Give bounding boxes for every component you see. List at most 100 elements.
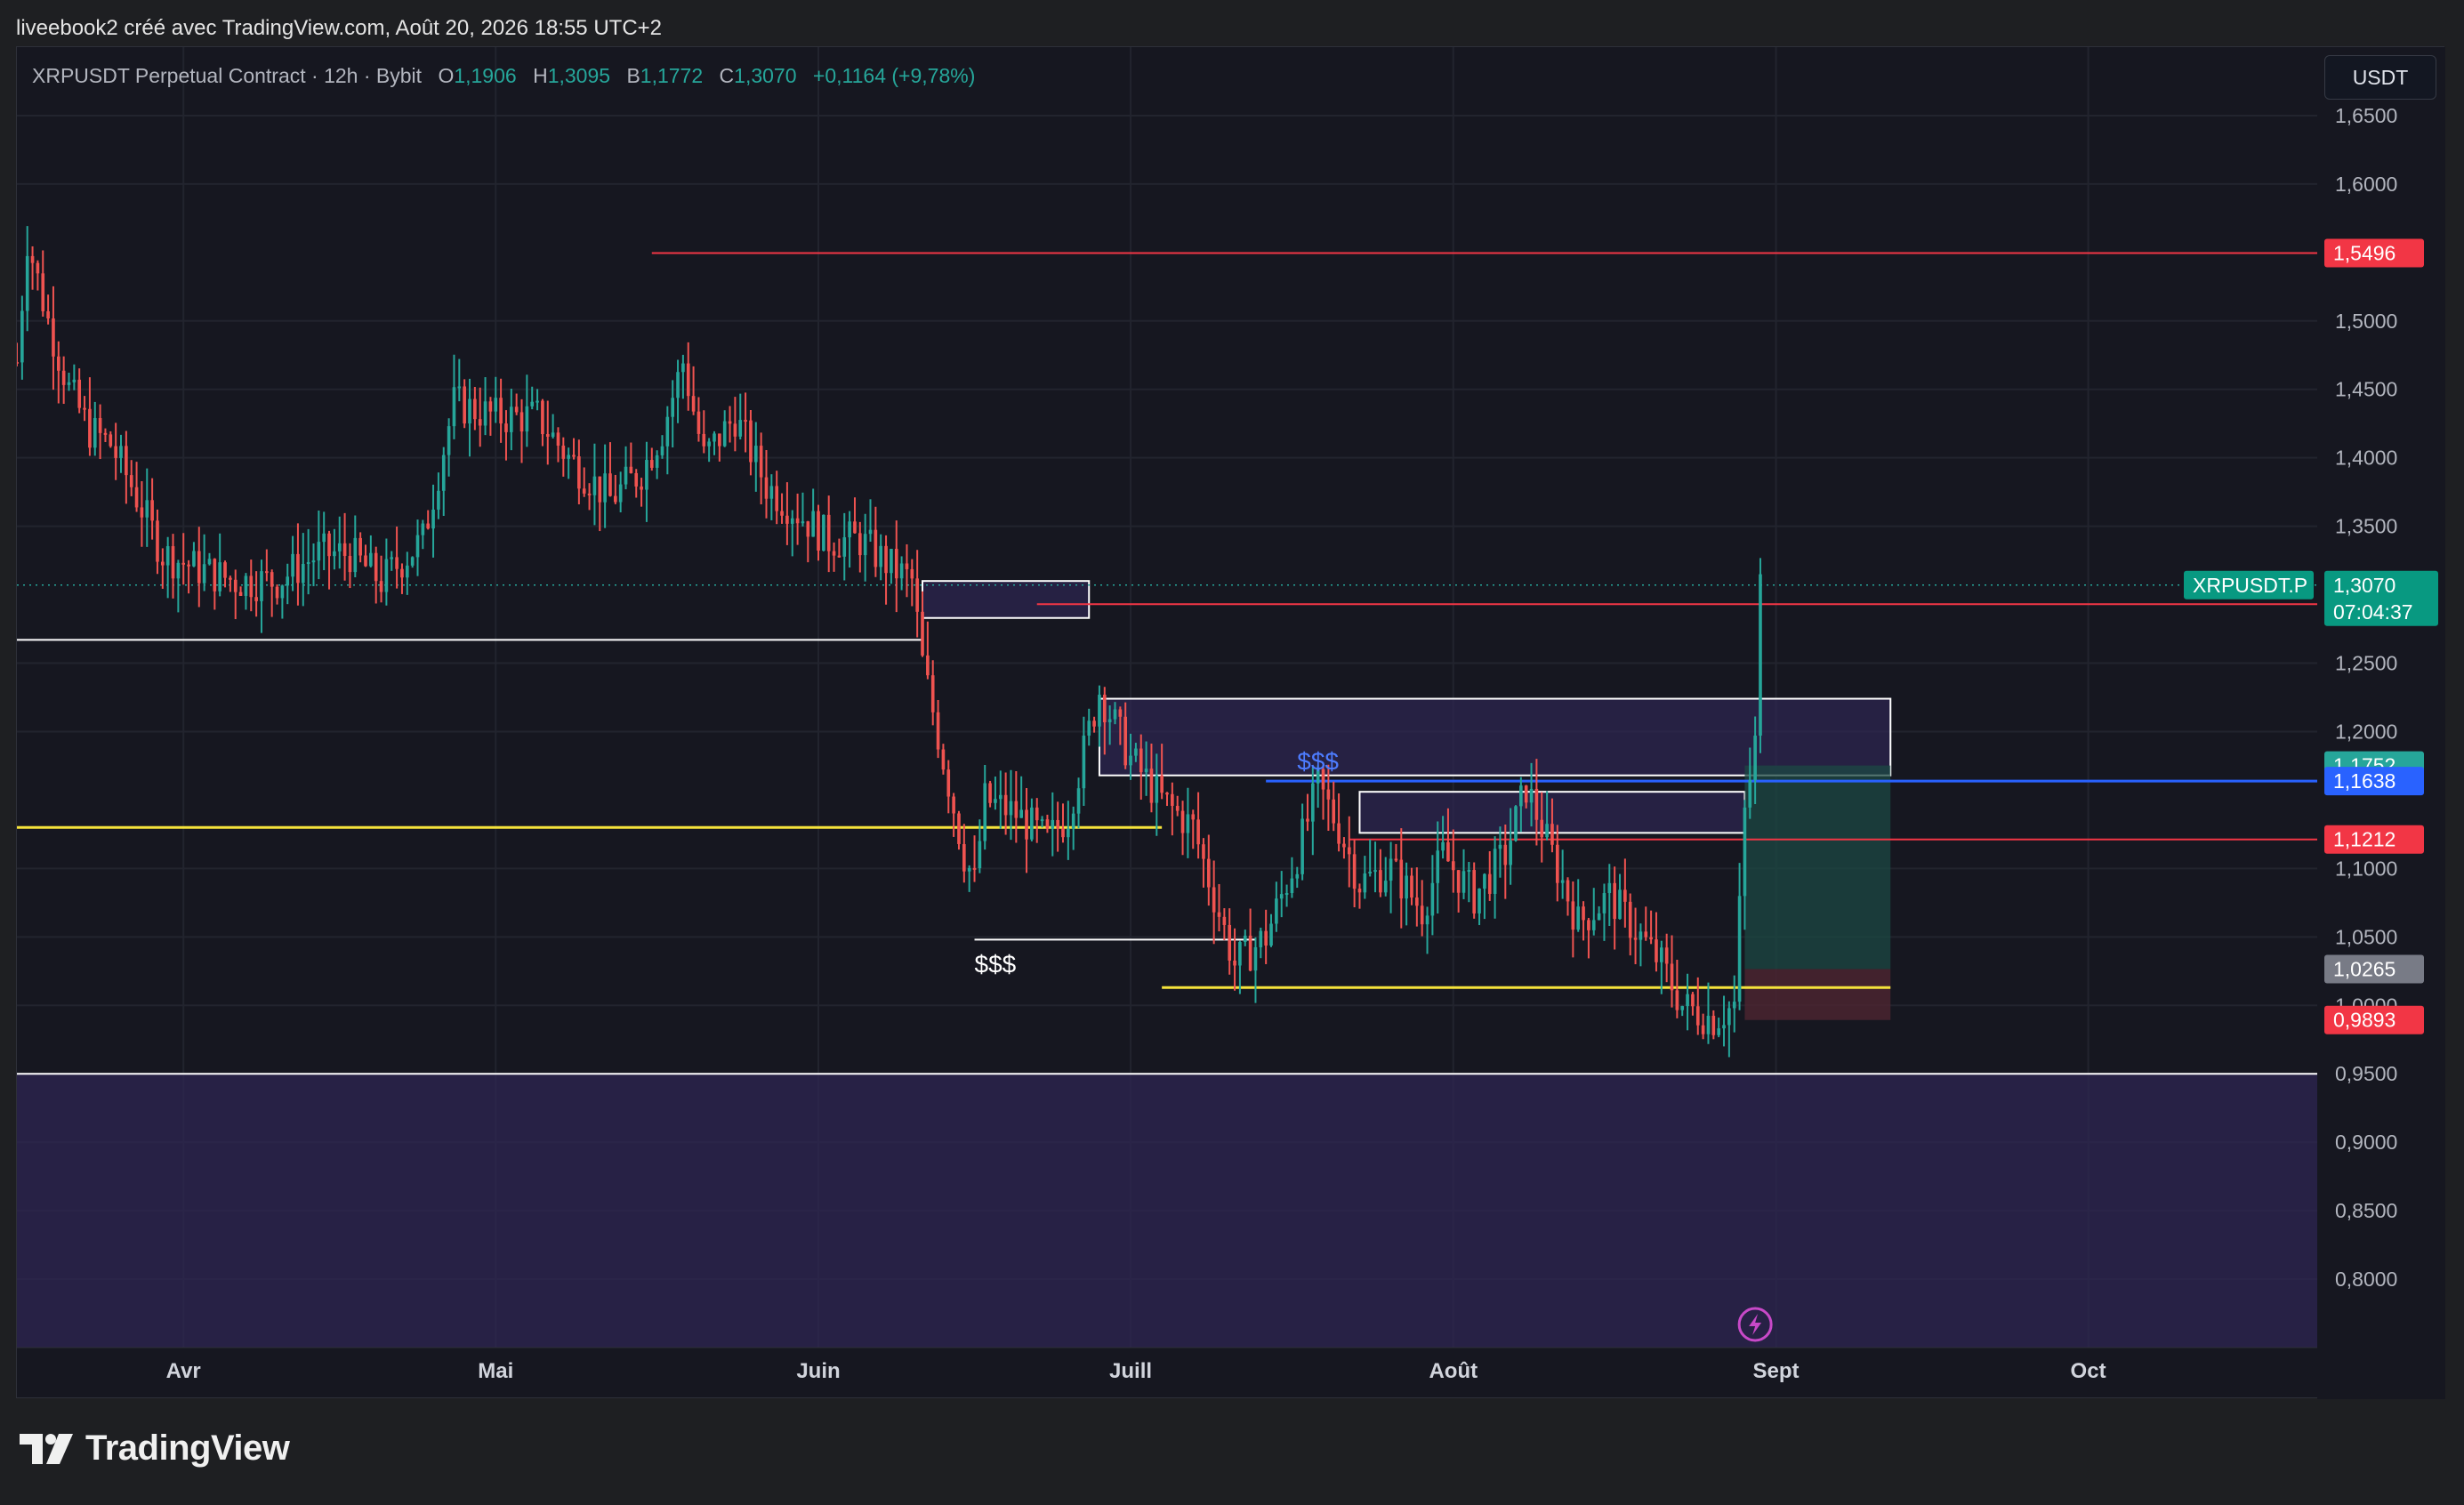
- candle-body: [441, 455, 446, 491]
- candle-body: [582, 488, 586, 494]
- candle-body: [218, 562, 221, 592]
- candle-body: [1332, 799, 1336, 824]
- candle-body: [145, 500, 149, 518]
- candle-body: [1171, 793, 1174, 806]
- zone-box: [1098, 697, 1892, 777]
- candle-body: [1472, 870, 1477, 913]
- candle-body: [780, 511, 784, 516]
- candle-body: [286, 576, 290, 586]
- candle-body: [1321, 769, 1325, 790]
- candle-body: [98, 418, 102, 433]
- candle-body: [390, 557, 394, 559]
- candle-body: [930, 675, 935, 712]
- candle-body: [1155, 775, 1159, 803]
- candle-body: [156, 520, 159, 562]
- candle-body: [457, 386, 462, 389]
- candle-body: [342, 543, 347, 556]
- candle-body: [348, 555, 352, 573]
- candle-body: [691, 396, 696, 412]
- candle-body: [327, 533, 331, 557]
- price-tick-label: 1,1000: [2335, 857, 2397, 880]
- candle-body: [967, 867, 971, 872]
- chart-frame[interactable]: $$$ $$$ 1,6500 1,6000 1,5000 1,4500 1,4000 1,3…: [16, 46, 2445, 1399]
- candle-body: [1061, 828, 1065, 838]
- candle-body: [936, 712, 940, 750]
- candle-body: [244, 575, 248, 596]
- candle-body: [728, 421, 732, 424]
- candle-body: [337, 543, 342, 551]
- candle-body: [707, 441, 711, 447]
- candle-body: [52, 318, 55, 357]
- candle-body: [1430, 882, 1435, 916]
- candle-body: [1399, 859, 1404, 899]
- candle-body: [410, 557, 415, 566]
- price-chart[interactable]: $$$ $$$ 1,6500 1,6000 1,5000 1,4500 1,4000 1,3…: [17, 47, 2445, 1399]
- time-tick-label: Oct: [2071, 1359, 2106, 1383]
- candle-body: [1113, 709, 1117, 720]
- tradingview-brand[interactable]: TradingView: [20, 1429, 290, 1469]
- candle-body: [535, 400, 539, 403]
- candle-body: [353, 537, 358, 573]
- candle-body: [733, 423, 737, 437]
- lightning-icon[interactable]: [1737, 1307, 1773, 1342]
- candle-body: [1243, 935, 1247, 943]
- candle-body: [1316, 769, 1320, 784]
- price-tick-label: 1,6500: [2335, 104, 2397, 127]
- open-key: O: [438, 64, 455, 87]
- candle-body: [1514, 806, 1518, 841]
- candle-body: [1087, 720, 1091, 736]
- candle-body: [1139, 748, 1143, 773]
- candle-body: [1290, 878, 1294, 894]
- candle-body: [1534, 788, 1539, 820]
- candle-body: [1030, 807, 1034, 840]
- last-price-badge: [2324, 570, 2438, 626]
- candle-body: [176, 562, 181, 579]
- candle-body: [962, 843, 966, 872]
- candle-body: [1014, 801, 1019, 818]
- candle-body: [1441, 841, 1445, 851]
- candle-body: [1436, 850, 1440, 883]
- price-badge-label: 1,0265: [2333, 957, 2396, 980]
- candle-body: [1098, 695, 1101, 727]
- candle-body: [1347, 847, 1351, 855]
- candle-body: [1025, 809, 1028, 840]
- candle-body: [764, 477, 769, 499]
- candle-body: [879, 545, 883, 567]
- zone-box: [922, 580, 1091, 619]
- candle-body: [671, 398, 674, 417]
- candle-body: [1478, 888, 1481, 913]
- candle-body: [848, 521, 851, 538]
- candle-body: [25, 255, 29, 311]
- candle-body: [983, 783, 987, 841]
- symbol-legend: XRPUSDT Perpetual Contract · 12h · Bybit…: [32, 64, 975, 88]
- candle-body: [972, 867, 977, 870]
- candle-body: [806, 521, 810, 537]
- candle-body: [1379, 870, 1382, 893]
- candle-body: [837, 555, 841, 558]
- time-tick-label: Mai: [478, 1359, 513, 1383]
- candle-body: [1165, 793, 1169, 795]
- candle-body: [541, 400, 544, 435]
- candles: [17, 226, 1762, 1058]
- candle-body: [20, 310, 24, 363]
- candle-body: [1259, 930, 1263, 947]
- candle-body: [1618, 889, 1622, 920]
- price-axis-bg: [2317, 47, 2445, 1399]
- price-badge: [2324, 238, 2424, 268]
- candle-body: [1373, 870, 1377, 873]
- candle-body: [994, 799, 997, 803]
- candle-body: [926, 655, 930, 676]
- candle-body: [890, 549, 893, 574]
- candle-body: [333, 551, 336, 557]
- tradingview-logo-icon: [20, 1433, 73, 1464]
- price-tick-label: 0,9000: [2335, 1131, 2397, 1154]
- currency-button[interactable]: USDT: [2324, 55, 2436, 100]
- high-key: H: [533, 64, 548, 87]
- candle-body: [114, 446, 117, 458]
- candle-body: [426, 523, 431, 529]
- candle-body: [530, 401, 535, 406]
- close-value: 1,3070: [734, 64, 797, 87]
- candle-body: [551, 432, 555, 437]
- candle-body: [1737, 896, 1742, 1002]
- candle-body: [1009, 801, 1013, 816]
